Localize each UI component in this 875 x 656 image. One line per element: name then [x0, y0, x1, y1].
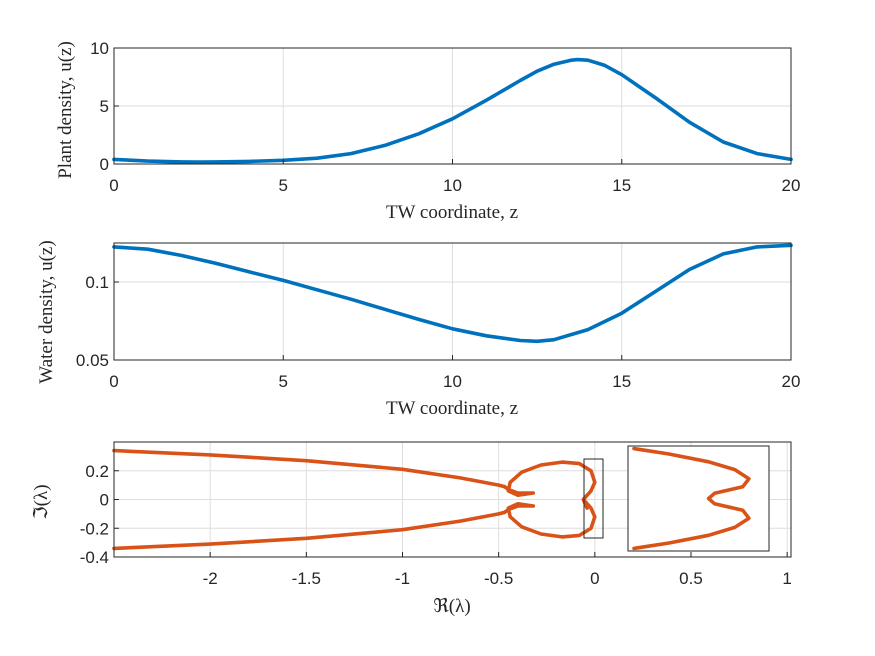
spectrum-inset-curve	[632, 446, 751, 551]
zoom-region-box	[583, 458, 604, 539]
water-density-xtick-label: 15	[612, 372, 631, 391]
water-density-curve-0	[112, 243, 793, 344]
spectrum-xtick-label: -0.5	[484, 569, 513, 588]
plant-density-panel: 0 5 10 15 20 0 5 10 TW coordinate, z Plant dens…	[55, 39, 800, 223]
water-density-xtick-label: 5	[279, 372, 288, 391]
spectrum-ticks: -2 -1.5 -1 -0.5 0 0.5 1 -0.4 -0.2 0 0.2	[80, 462, 792, 588]
plant-density-xtick-label: 15	[612, 176, 631, 195]
inset-background	[628, 446, 769, 551]
plant-density-xtick-label: 0	[109, 176, 118, 195]
plant-density-ytick-label: 10	[90, 39, 109, 58]
plant-density-xlabel: TW coordinate, z	[386, 202, 518, 223]
water-density-ytick-label: 0.05	[76, 351, 109, 370]
spectrum-curve-2	[502, 460, 597, 539]
spectrum-xtick-label: -1	[395, 569, 410, 588]
spectrum-curve-0	[112, 448, 507, 489]
plant-density-xtick-label: 20	[782, 176, 801, 195]
water-density-ticks: 0 5 10 15 20 0.05 0.1	[76, 273, 801, 391]
water-density-line-group	[112, 243, 793, 344]
inset-box	[627, 445, 770, 552]
plant-density-xtick-label: 10	[443, 176, 462, 195]
plant-density-ytick-label: 0	[100, 155, 109, 174]
spectrum-curve-1	[112, 510, 507, 551]
spectrum-ytick-label: 0	[100, 491, 109, 510]
plant-density-line-group	[112, 57, 793, 164]
plant-density-ticks: 0 5 10 15 20 0 5 10	[90, 39, 800, 195]
water-density-grid	[113, 243, 792, 361]
spectrum-xtick-label: 0.5	[679, 569, 703, 588]
spectrum-ytick-label: -0.2	[80, 519, 109, 538]
water-density-panel: 0 5 10 15 20 0.05 0.1 TW coordinate, z Water d…	[36, 240, 800, 419]
plant-density-ytick-label: 5	[100, 97, 109, 116]
spectrum-xtick-label: 1	[782, 569, 791, 588]
water-density-xtick-label: 10	[443, 372, 462, 391]
spectrum-ytick-label: -0.4	[80, 548, 109, 567]
spectrum-xtick-label: -2	[203, 569, 218, 588]
water-density-xlabel: TW coordinate, z	[386, 398, 518, 419]
spectrum-xtick-label: -1.5	[292, 569, 321, 588]
spectrum-ytick-label: 0.2	[85, 462, 109, 481]
spectrum-panel: -2 -1.5 -1 -0.5 0 0.5 1 -0.4 -0.2 0 0.2 ℜ(λ) ℑ(λ)	[31, 441, 792, 617]
spectrum-xtick-label: 0	[590, 569, 599, 588]
spectrum-xlabel: ℜ(λ)	[433, 596, 470, 617]
plant-density-grid	[113, 47, 792, 165]
spectrum-ylabel: ℑ(λ)	[31, 484, 52, 519]
water-density-ylabel: Water density, u(z)	[36, 240, 57, 383]
plant-density-xtick-label: 5	[279, 176, 288, 195]
inset-line-group	[632, 446, 751, 551]
water-density-ytick-label: 0.1	[85, 273, 109, 292]
water-density-xtick-label: 0	[109, 372, 118, 391]
plant-density-curve-0	[112, 57, 793, 164]
water-density-xtick-label: 20	[782, 372, 801, 391]
plant-density-ylabel: Plant density, u(z)	[55, 41, 76, 179]
spectrum-line-group	[112, 448, 597, 551]
